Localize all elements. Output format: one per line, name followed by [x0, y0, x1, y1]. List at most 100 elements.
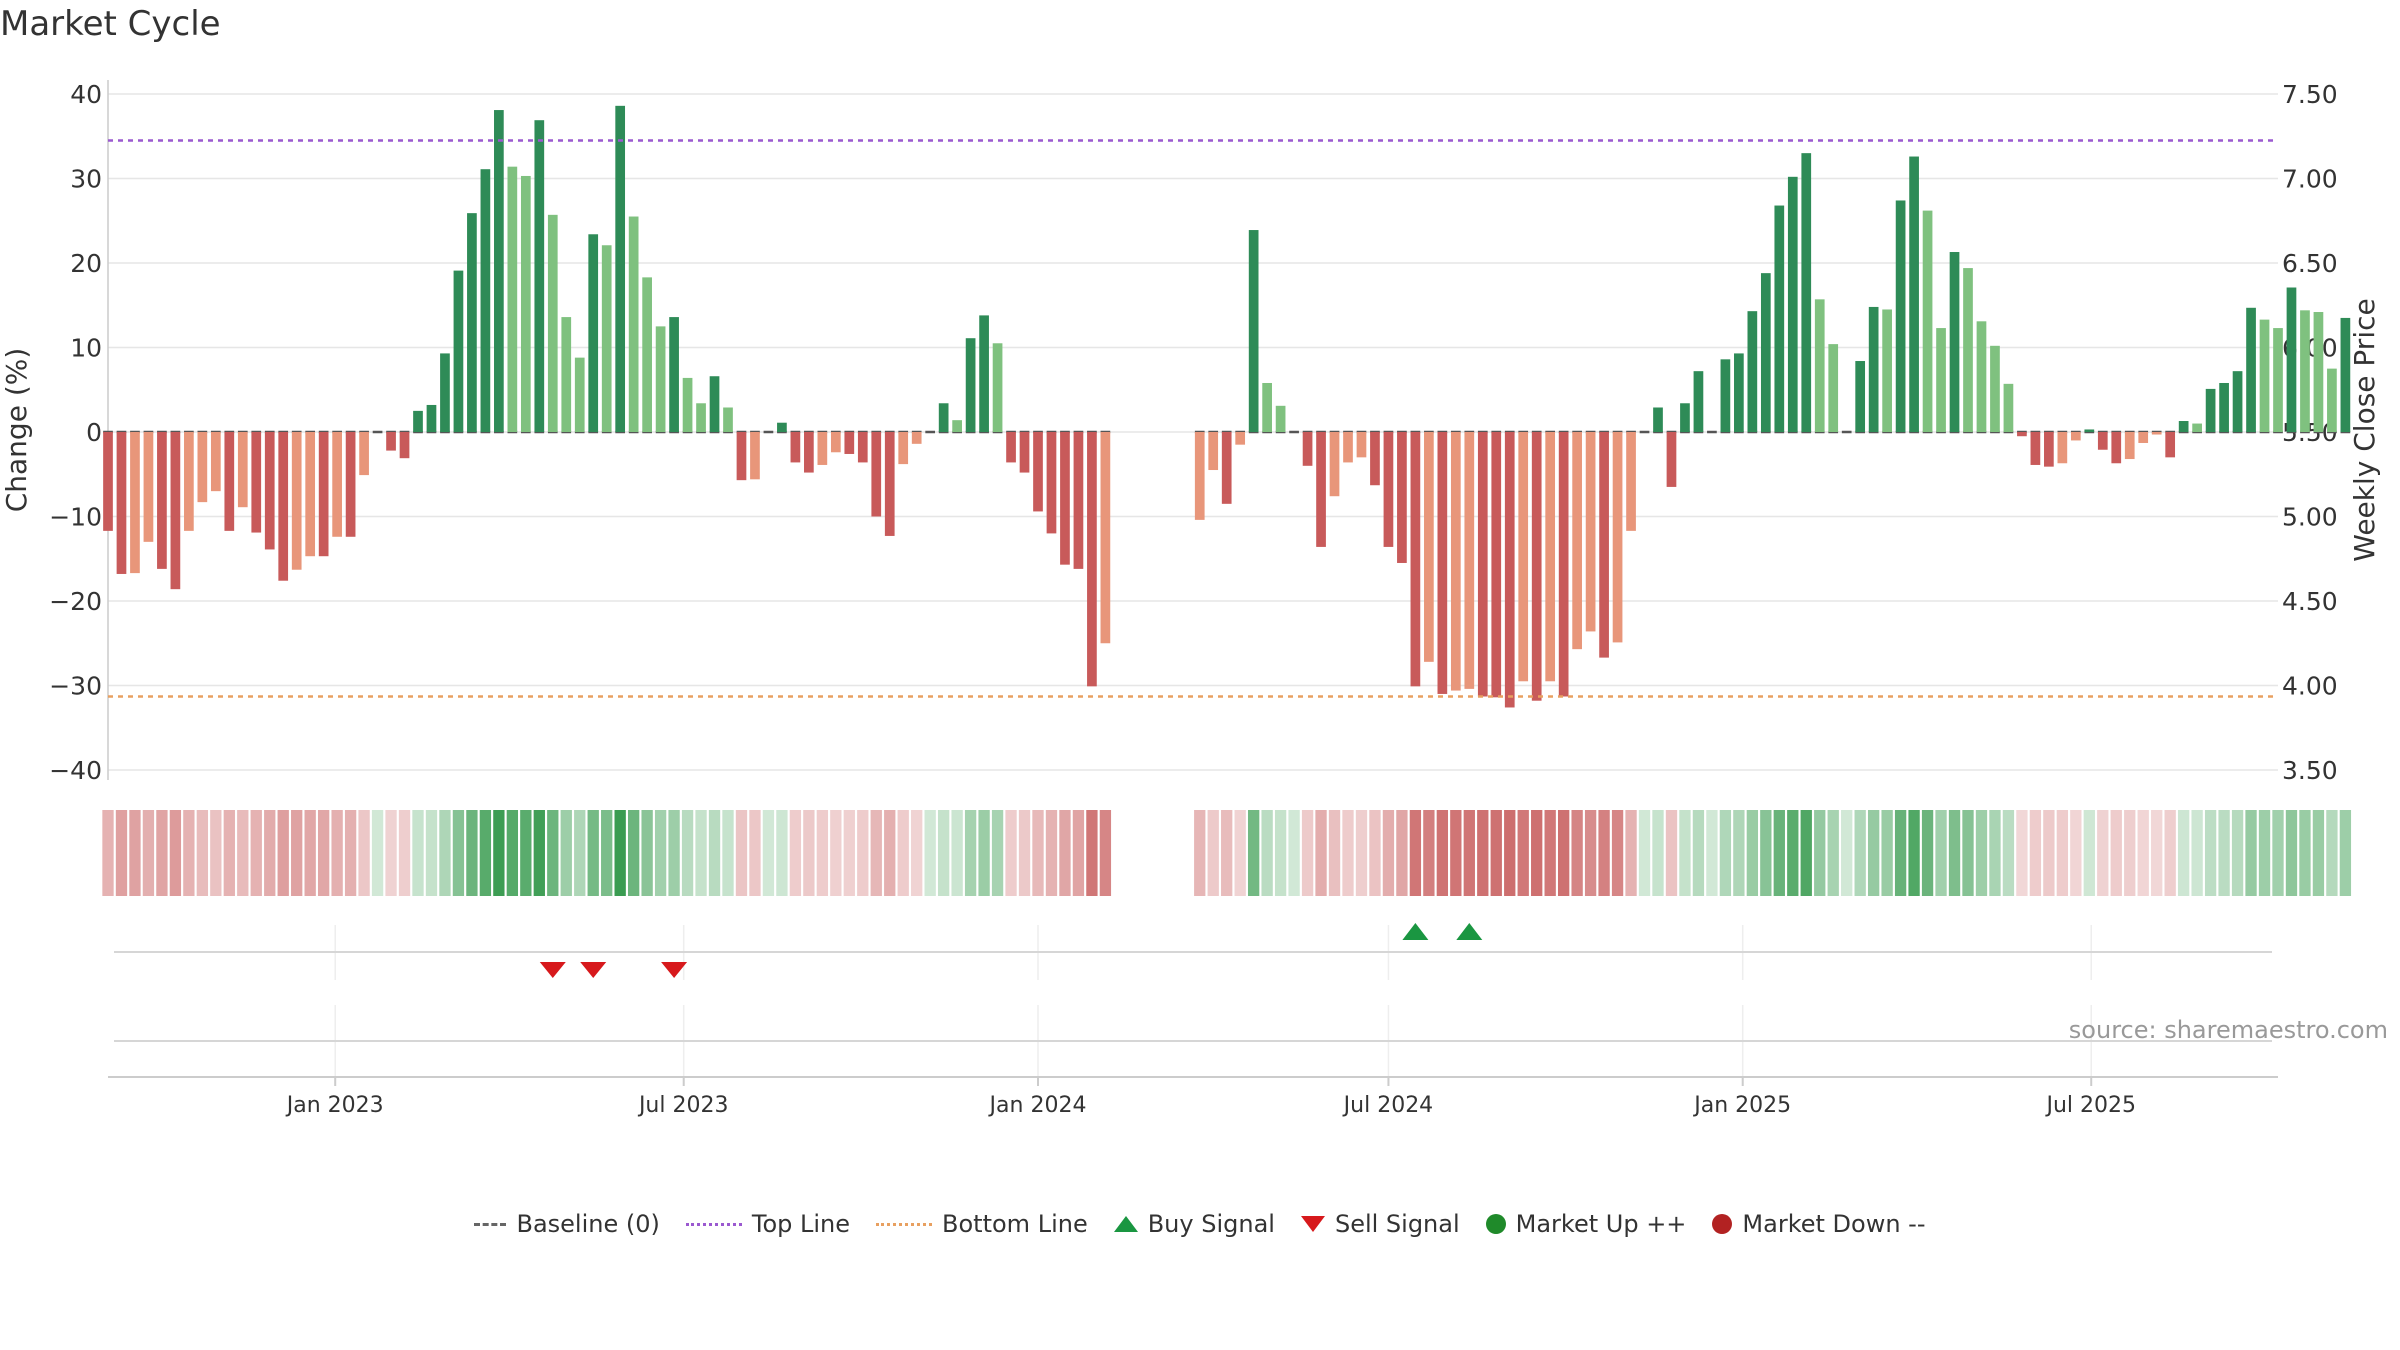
heat-cell: [1908, 810, 1920, 896]
legend-item[interactable]: Market Down --: [1712, 1210, 1926, 1238]
bar: [520, 175, 531, 432]
heat-cell: [2218, 810, 2230, 896]
heat-cell: [237, 810, 249, 896]
bar: [1936, 328, 1946, 432]
bar: [103, 432, 113, 531]
legend-line-swatch: [685, 1222, 742, 1226]
bar: [2151, 432, 2162, 435]
bar: [1006, 432, 1016, 463]
heat-cell: [614, 810, 626, 896]
heat-cell: [574, 810, 586, 896]
heat-cell: [425, 810, 438, 896]
bar: [952, 420, 962, 432]
bar: [2232, 371, 2243, 432]
heat-cell: [1773, 810, 1785, 896]
y2-tick-label: 4.50: [2282, 587, 2338, 616]
triangle-up-icon: [1113, 1216, 1138, 1232]
heat-cell: [1894, 810, 1907, 896]
bar: [1450, 432, 1461, 691]
bar: [2192, 423, 2202, 432]
bar: [1383, 432, 1394, 547]
bar: [830, 432, 841, 453]
bar: [1680, 403, 1690, 432]
heat-cell: [1814, 810, 1826, 896]
bar: [628, 216, 639, 432]
heat-cell: [1706, 810, 1718, 896]
heat-cell: [1584, 810, 1597, 896]
heat-cell: [560, 810, 572, 896]
heat-cell: [183, 810, 195, 896]
heat-cell: [210, 810, 222, 896]
legend-item[interactable]: Bottom Line: [876, 1210, 1088, 1238]
bar: [2057, 432, 2068, 464]
heat-cell: [115, 810, 128, 896]
y-tick-label: −40: [49, 756, 102, 785]
heat-cell: [708, 810, 721, 896]
bar: [507, 166, 518, 433]
bar: [1208, 432, 1219, 471]
heat-cell: [2137, 810, 2149, 896]
dot-icon: [1485, 1214, 1506, 1234]
heat-cell: [2312, 810, 2325, 896]
bar: [1194, 432, 1205, 520]
bar: [2084, 429, 2095, 432]
bar: [386, 432, 396, 451]
bar: [1221, 432, 1232, 504]
heat-cell: [1557, 810, 1570, 896]
bar: [750, 432, 760, 480]
heat-cell: [2231, 810, 2244, 896]
legend-item[interactable]: Sell Signal: [1300, 1210, 1460, 1238]
bar: [1734, 353, 1744, 432]
bar: [601, 245, 612, 432]
y-tick-label: 0: [86, 418, 102, 447]
chart-title: Market Cycle: [0, 4, 221, 44]
heat-cell: [102, 810, 114, 896]
source-label: source: sharemaestro.com: [2068, 1016, 2388, 1044]
bar: [1235, 432, 1246, 445]
bar: [1585, 432, 1596, 632]
heat-cell: [1665, 810, 1678, 896]
heat-cell: [1328, 810, 1341, 896]
bar: [224, 432, 235, 531]
bar: [2327, 368, 2337, 432]
heat-cell: [2272, 810, 2284, 896]
legend-item[interactable]: Market Up ++: [1485, 1210, 1686, 1238]
bar: [938, 403, 949, 432]
legend-label: Market Down --: [1742, 1210, 1926, 1238]
y-tick-label: 30: [70, 165, 102, 194]
heat-cell: [291, 810, 303, 896]
x-tick-label: Jul 2024: [1342, 1093, 1434, 1118]
heat-cell: [358, 810, 370, 896]
legend-item[interactable]: Top Line: [685, 1210, 850, 1238]
heat-cell: [1948, 810, 1961, 896]
heat-cell: [331, 810, 343, 896]
heat-cell: [277, 810, 289, 896]
heat-cell: [1342, 810, 1354, 896]
bar: [2300, 310, 2310, 432]
legend-item[interactable]: Baseline (0): [474, 1210, 660, 1238]
bar: [2205, 388, 2216, 432]
heat-cell: [142, 810, 155, 896]
heat-cell: [2164, 810, 2176, 896]
heat-cell: [897, 810, 909, 896]
bar: [453, 270, 464, 432]
heat-cell: [1382, 810, 1395, 896]
heat-cell: [749, 810, 761, 896]
heat-cell: [1463, 810, 1475, 896]
bar: [844, 432, 855, 454]
y-tick-label: −30: [49, 672, 102, 701]
heat-cell: [1867, 810, 1880, 896]
bar: [898, 432, 909, 465]
heat-cell: [1531, 810, 1543, 896]
heat-cell: [587, 810, 599, 896]
bar: [588, 234, 599, 432]
bar: [1545, 432, 1556, 682]
heat-cell: [2204, 810, 2217, 896]
heat-cell: [2070, 810, 2082, 896]
bar: [2124, 432, 2135, 460]
x-tick-label: Jan 2023: [285, 1093, 384, 1118]
legend-label: Sell Signal: [1334, 1210, 1460, 1238]
legend-item[interactable]: Buy Signal: [1113, 1210, 1275, 1238]
bar: [1046, 432, 1057, 534]
